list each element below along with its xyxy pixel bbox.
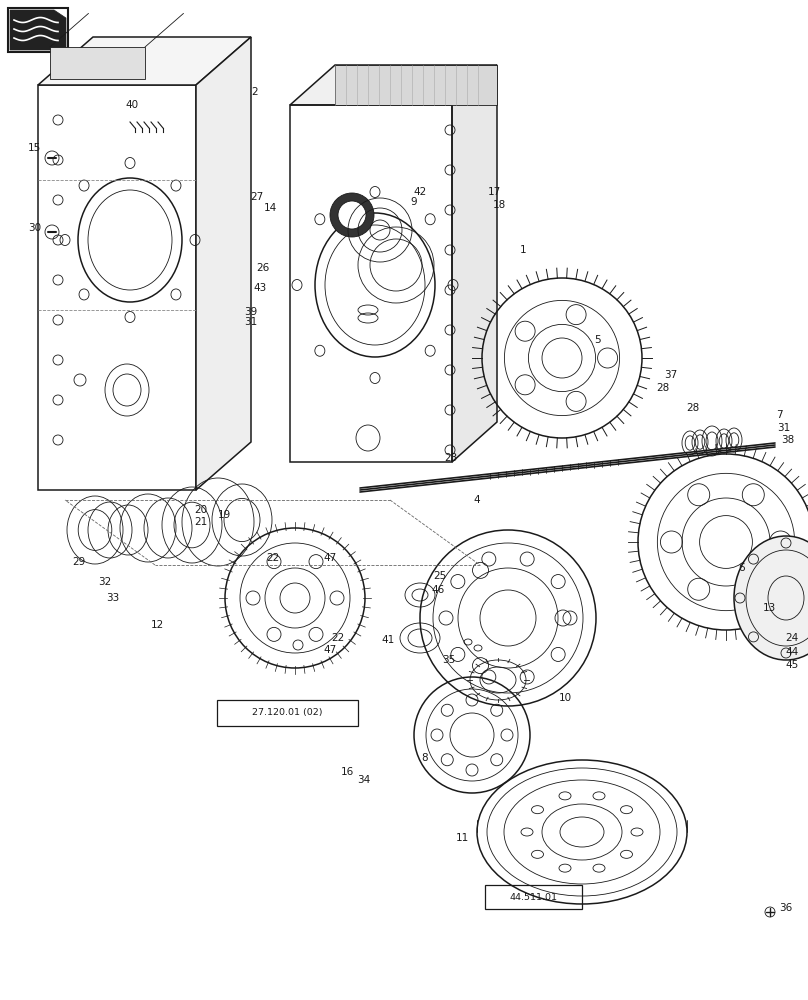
Text: 27: 27 [250,192,263,202]
Text: 45: 45 [785,660,798,670]
Text: 31: 31 [244,317,257,327]
Text: 35: 35 [442,655,455,665]
Text: 39: 39 [244,307,257,317]
Text: 5: 5 [595,335,601,345]
Text: 1: 1 [520,245,527,255]
Text: 17: 17 [488,187,501,197]
Text: 23: 23 [444,453,457,463]
Polygon shape [290,65,497,105]
Text: 29: 29 [73,557,86,567]
Text: 6: 6 [739,563,745,573]
Text: 19: 19 [218,510,231,520]
Bar [217,700,358,726]
Text: 21: 21 [194,517,207,527]
Text: 9: 9 [410,197,417,207]
Text: 11: 11 [456,833,469,843]
Text: 32: 32 [99,577,112,587]
Ellipse shape [330,193,374,237]
Text: 15: 15 [28,143,41,153]
Bar [38,85,196,490]
Text: 22: 22 [267,553,280,563]
Bar [290,105,452,462]
Polygon shape [452,65,497,462]
Ellipse shape [734,536,808,660]
Text: 44: 44 [785,647,798,657]
Text: 18: 18 [493,200,506,210]
Polygon shape [38,37,251,85]
Text: 12: 12 [151,620,164,630]
Text: 27.120.01 (02): 27.120.01 (02) [252,708,322,718]
Text: 31: 31 [777,423,790,433]
Text: 44.511.01: 44.511.01 [509,892,558,902]
Polygon shape [196,37,251,490]
Text: 26: 26 [256,263,269,273]
Bar [50,47,145,79]
Text: 25: 25 [434,571,447,581]
Text: 16: 16 [341,767,354,777]
Text: 42: 42 [414,187,427,197]
Text: 41: 41 [381,635,394,645]
Bar [335,65,497,105]
Text: 2: 2 [251,87,258,97]
Text: 40: 40 [125,100,138,110]
Text: 30: 30 [28,223,41,233]
Polygon shape [10,10,66,50]
Text: 33: 33 [107,593,120,603]
Text: 10: 10 [559,693,572,703]
Text: 38: 38 [781,435,794,445]
Text: 28: 28 [687,403,700,413]
Text: 14: 14 [264,203,277,213]
Text: 46: 46 [431,585,444,595]
Text: 22: 22 [331,633,344,643]
Text: 20: 20 [194,505,207,515]
Text: 24: 24 [785,633,798,643]
Text: 36: 36 [779,903,792,913]
Text: 4: 4 [473,495,480,505]
Bar [485,885,582,909]
Text: 34: 34 [357,775,370,785]
Bar [8,8,68,52]
Text: 47: 47 [323,553,336,563]
Text: 8: 8 [421,753,427,763]
Text: 47: 47 [323,645,336,655]
Text: 37: 37 [664,370,677,380]
Text: 13: 13 [763,603,776,613]
Ellipse shape [338,201,366,229]
Text: 43: 43 [254,283,267,293]
Text: 28: 28 [656,383,669,393]
Text: 7: 7 [776,410,783,420]
